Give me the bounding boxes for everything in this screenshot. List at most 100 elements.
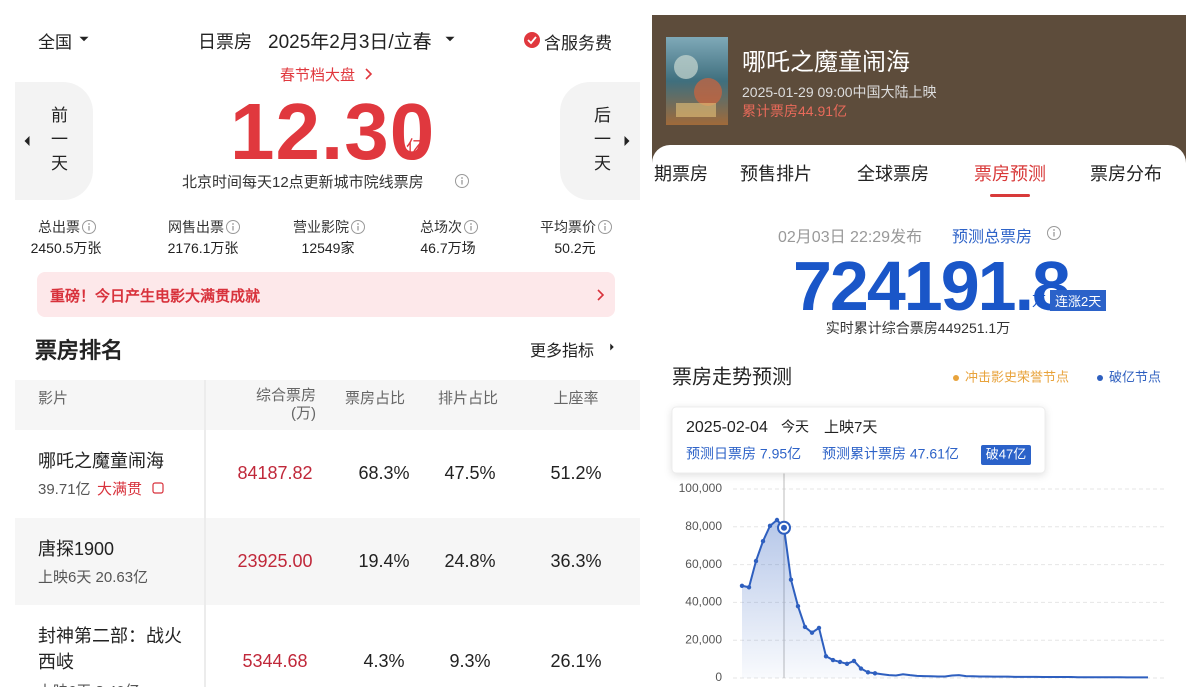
info-icon bbox=[351, 220, 365, 234]
table-header bbox=[15, 380, 640, 430]
point bbox=[760, 538, 766, 544]
occupancy: 51.2% bbox=[550, 463, 602, 483]
ranking-title: 票房排名 bbox=[35, 338, 124, 363]
festival-link[interactable]: 春节档大盘 bbox=[280, 67, 356, 84]
link-icon bbox=[152, 482, 164, 494]
forecast-unit: 万 bbox=[1032, 293, 1046, 309]
date-label: 日票房 bbox=[198, 32, 252, 52]
stat-value: 2450.5万张 bbox=[30, 240, 102, 256]
forecast-total: 724191.8 bbox=[793, 247, 1071, 325]
tab[interactable]: 期票房 bbox=[654, 164, 708, 184]
total-unit: 亿 bbox=[406, 138, 426, 159]
movie-sub: 上映6天 20.63亿 bbox=[38, 569, 149, 586]
stat-label: 平均票价 bbox=[540, 219, 596, 235]
chevron-icon bbox=[365, 68, 373, 80]
point bbox=[872, 671, 878, 676]
info-icon bbox=[604, 223, 606, 225]
info-icon bbox=[470, 223, 472, 225]
region-selector[interactable]: 全国 bbox=[38, 33, 72, 52]
point bbox=[809, 630, 815, 635]
stat-label: 总场次 bbox=[420, 219, 462, 235]
banner-text: 重磅！今日产生电影大满贯成就 bbox=[50, 288, 261, 305]
info-icon bbox=[461, 177, 463, 179]
banner[interactable] bbox=[37, 272, 615, 317]
info-icon bbox=[88, 223, 90, 225]
stat-value: 50.2元 bbox=[554, 240, 596, 256]
point bbox=[795, 603, 801, 609]
y-tick-label: 20,000 bbox=[685, 632, 722, 646]
movie-header bbox=[652, 15, 1186, 165]
legend-label: 破亿节点 bbox=[1109, 369, 1161, 384]
y-tick-label: 60,000 bbox=[685, 557, 722, 571]
update-note: 北京时间每天12点更新城市院线票房 bbox=[182, 174, 424, 191]
poster bbox=[666, 37, 728, 125]
caret-icon bbox=[79, 36, 89, 42]
stat-value: 12549家 bbox=[301, 240, 355, 256]
legend-dot bbox=[953, 375, 959, 381]
info-icon bbox=[82, 220, 96, 234]
award-tag[interactable]: 大满贯 bbox=[97, 481, 143, 498]
info-icon bbox=[232, 223, 234, 225]
check-icon bbox=[524, 32, 540, 48]
info-icon bbox=[357, 223, 359, 225]
more-metrics[interactable]: 更多指标 bbox=[530, 343, 595, 360]
date-selector[interactable]: 2025年2月3日/立春 bbox=[268, 32, 432, 53]
tooltip-daily: 预测日票房 7.95亿 bbox=[686, 446, 801, 462]
point bbox=[802, 624, 808, 630]
release-info: 2025-01-29 09:00中国大陆上映 bbox=[742, 84, 937, 100]
caret-icon bbox=[445, 36, 455, 42]
chevron-icon bbox=[597, 289, 605, 301]
box-office: 23925.00 bbox=[237, 551, 313, 571]
caret-icon bbox=[610, 343, 614, 351]
info-icon bbox=[226, 220, 240, 234]
movie-title[interactable]: 哪吒之魔童闹海 bbox=[38, 451, 164, 471]
point bbox=[788, 577, 794, 582]
point bbox=[823, 654, 829, 659]
stat-value: 46.7万场 bbox=[420, 240, 476, 256]
total-box-office: 12.30 bbox=[230, 87, 436, 176]
caret-icon bbox=[24, 136, 30, 146]
tooltip-today: 今天 bbox=[781, 419, 809, 435]
next-day-label[interactable]: 后一天 bbox=[591, 106, 610, 178]
point bbox=[753, 558, 759, 564]
occupancy: 36.3% bbox=[550, 551, 602, 571]
box-office: 84187.82 bbox=[237, 463, 313, 483]
tooltip-date: 2025-02-04 bbox=[686, 419, 768, 436]
service-fee-toggle[interactable]: 含服务费 bbox=[544, 34, 612, 53]
tab[interactable]: 预售排片 bbox=[740, 164, 812, 184]
point bbox=[830, 657, 836, 663]
info-icon bbox=[464, 220, 478, 234]
point bbox=[739, 583, 745, 588]
box-share: 19.4% bbox=[358, 551, 410, 571]
point bbox=[851, 658, 857, 664]
publish-time: 02月03日 22:29发布 bbox=[778, 229, 923, 246]
stat-label: 网售出票 bbox=[168, 219, 224, 235]
point bbox=[837, 659, 843, 665]
movie-title[interactable]: 唐探1900 bbox=[38, 539, 115, 559]
trend-badge: 连涨2天 bbox=[1050, 290, 1107, 311]
point bbox=[746, 585, 752, 590]
movie-title: 哪吒之魔童闹海 bbox=[742, 49, 910, 76]
movie-sub: 39.71亿 bbox=[38, 481, 91, 498]
info-icon bbox=[598, 220, 612, 234]
point bbox=[767, 523, 773, 529]
tab[interactable]: 全球票房 bbox=[857, 164, 929, 184]
info-icon bbox=[455, 174, 469, 188]
table-row-bg bbox=[15, 518, 640, 605]
table-header-cell: 上座率 bbox=[553, 390, 599, 407]
tab[interactable]: 票房预测 bbox=[974, 164, 1046, 184]
tooltip-days: 上映7天 bbox=[824, 419, 877, 436]
stat-label: 营业影院 bbox=[293, 219, 349, 235]
prev-day-label[interactable]: 前一天 bbox=[48, 106, 67, 178]
tab[interactable]: 票房分布 bbox=[1090, 164, 1162, 184]
y-tick-label: 80,000 bbox=[685, 519, 722, 533]
movie-title[interactable]: 封神第二部：战火西岐 bbox=[38, 626, 182, 672]
legend-label: 冲击影史荣誉节点 bbox=[965, 369, 1069, 384]
y-tick-label: 40,000 bbox=[685, 595, 722, 609]
screen-share: 47.5% bbox=[444, 463, 496, 483]
tab-underline bbox=[990, 194, 1030, 197]
tooltip-cumulative: 预测累计票房 47.61亿 bbox=[822, 446, 959, 462]
column-divider bbox=[204, 380, 206, 687]
chart-title: 票房走势预测 bbox=[672, 365, 792, 388]
